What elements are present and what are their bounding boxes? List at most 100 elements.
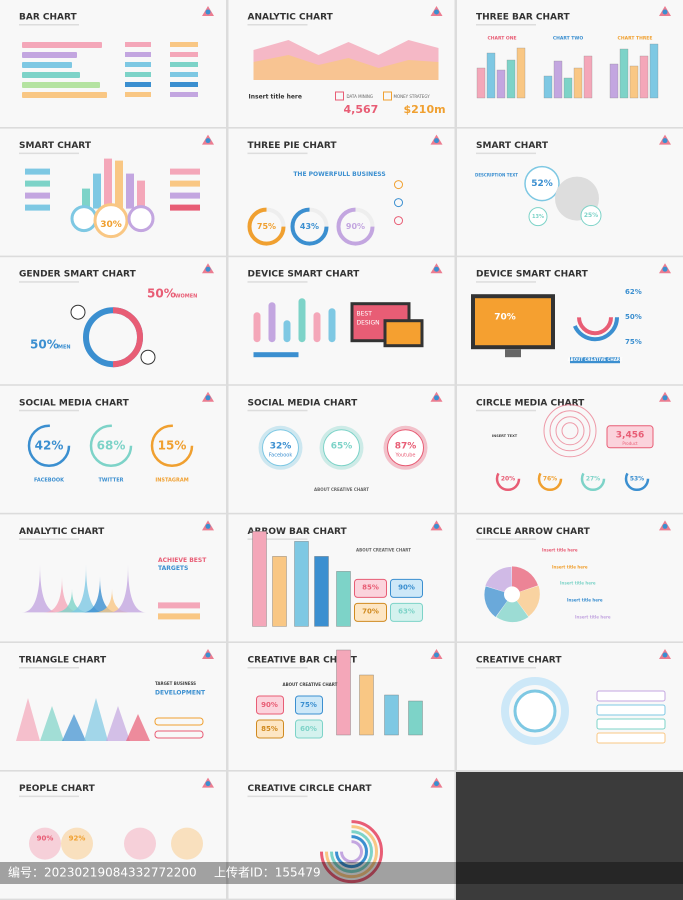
ring bbox=[501, 677, 569, 745]
label-box bbox=[596, 704, 666, 716]
slide-title: SMART CHART bbox=[19, 141, 92, 151]
bar-shape bbox=[506, 59, 516, 99]
slide-text: 50% bbox=[147, 287, 176, 301]
bar-shape bbox=[314, 556, 329, 627]
subtitle-line bbox=[476, 538, 536, 540]
slide-text: TWITTER bbox=[99, 477, 124, 483]
bar-shape bbox=[126, 173, 134, 209]
slide-title: CIRCLE MEDIA CHART bbox=[476, 398, 585, 408]
slide-text: MONEY STRATEGY bbox=[394, 94, 431, 99]
label-box bbox=[25, 180, 50, 187]
slide-text: 70% bbox=[362, 607, 379, 615]
bar-shape bbox=[486, 52, 496, 99]
label-box bbox=[170, 204, 200, 211]
bar-shape bbox=[22, 82, 100, 88]
slide-text: 70% bbox=[494, 313, 516, 323]
label-box bbox=[170, 82, 198, 87]
bar-shape bbox=[649, 43, 659, 99]
slide-text: 50% bbox=[30, 338, 59, 352]
logo bbox=[434, 523, 439, 529]
label-box bbox=[25, 192, 50, 199]
slide-text: 75% bbox=[300, 701, 317, 709]
arc bbox=[330, 830, 373, 874]
slide-text: INSTAGRAM bbox=[155, 477, 188, 483]
bar-shape bbox=[294, 541, 309, 627]
peak bbox=[22, 564, 58, 613]
arrow-segment bbox=[512, 566, 538, 595]
slide: SMART CHART 52% 13% 25% DESCRIPTION TEXT bbox=[457, 128, 683, 256]
icon bbox=[394, 216, 403, 226]
ring bbox=[127, 205, 155, 233]
bubble bbox=[323, 429, 360, 467]
bar-shape bbox=[496, 69, 506, 99]
slide-text: DESIGN bbox=[357, 320, 380, 327]
footer-id: 编号：20230219084332772200 bbox=[8, 865, 197, 880]
bar-shape bbox=[82, 188, 90, 209]
slide-background bbox=[0, 514, 226, 642]
slide-text: THE POWERFULL BUSINESS bbox=[293, 171, 385, 178]
ring bbox=[495, 466, 521, 492]
bar-shape bbox=[516, 47, 526, 99]
slide-text: 4,567 bbox=[344, 103, 379, 116]
slide-text: 63% bbox=[398, 607, 415, 615]
slide: CREATIVE BAR CHART ABOUT CREATIVE CHART 90… bbox=[228, 643, 455, 770]
slide-text: Insert title here bbox=[560, 580, 596, 585]
slide: TRIANGLE CHART TARGET BUSINESS DEVELOPMENT bbox=[0, 643, 226, 770]
slide-text: 20% bbox=[501, 475, 515, 482]
slide-title: CREATIVE CIRCLE CHART bbox=[248, 784, 373, 794]
label-box bbox=[606, 425, 654, 449]
logo bbox=[205, 266, 211, 272]
ring bbox=[336, 207, 375, 246]
label-box bbox=[25, 168, 50, 175]
ring bbox=[70, 205, 98, 233]
label-box bbox=[170, 42, 198, 47]
slide-background bbox=[228, 771, 455, 899]
logo bbox=[205, 395, 211, 401]
label-box bbox=[125, 82, 151, 87]
slide-text: TARGET BUSINESS bbox=[155, 681, 196, 686]
ring bbox=[150, 424, 194, 468]
triangle bbox=[62, 714, 86, 741]
bar-shape bbox=[384, 694, 399, 736]
ring bbox=[624, 466, 650, 492]
bar-shape bbox=[408, 700, 423, 736]
label-box bbox=[125, 72, 151, 77]
hub bbox=[504, 586, 520, 603]
slide-text: 90% bbox=[398, 583, 415, 591]
label-box bbox=[170, 62, 198, 67]
bar-shape bbox=[22, 72, 80, 78]
slide-text: ACHIEVE BEST bbox=[158, 557, 207, 564]
slide-text: ABOUT CREATIVE CHART bbox=[356, 547, 411, 552]
logo bbox=[205, 9, 211, 15]
logo bbox=[662, 523, 668, 529]
peak bbox=[82, 576, 118, 613]
bubble bbox=[528, 207, 548, 227]
slide-text: DATA MINING bbox=[347, 94, 373, 99]
arc bbox=[325, 825, 378, 879]
subtitle-line bbox=[19, 538, 79, 540]
label-box bbox=[256, 695, 284, 715]
bar-shape bbox=[268, 302, 276, 343]
slide-text: 43% bbox=[300, 222, 319, 231]
ring bbox=[561, 422, 579, 440]
label-box bbox=[170, 180, 200, 187]
label-box bbox=[170, 92, 198, 97]
slide-text: 68% bbox=[97, 438, 126, 452]
slide: CREATIVE CIRCLE CHART bbox=[228, 771, 455, 899]
arrow-segment bbox=[485, 566, 512, 595]
slide-text: CHART ONE bbox=[487, 36, 516, 42]
slide-text: ABOUT CREATIVE CHART bbox=[314, 487, 369, 492]
slide-text: 52% bbox=[531, 179, 553, 189]
slide-title: SOCIAL MEDIA CHART bbox=[248, 398, 359, 408]
slide-title: GENDER SMART CHART bbox=[19, 270, 137, 280]
slide-text: $210m bbox=[404, 103, 446, 116]
slide-title: THREE BAR CHART bbox=[476, 13, 571, 23]
slide-text: BEST bbox=[357, 311, 373, 318]
slide-title: THREE PIE CHART bbox=[248, 141, 338, 151]
bar-shape bbox=[115, 160, 123, 209]
slide-text: TARGETS bbox=[158, 565, 188, 572]
arc bbox=[340, 840, 363, 864]
bar-shape bbox=[22, 42, 102, 48]
logo bbox=[205, 781, 211, 787]
icon bbox=[335, 91, 344, 101]
